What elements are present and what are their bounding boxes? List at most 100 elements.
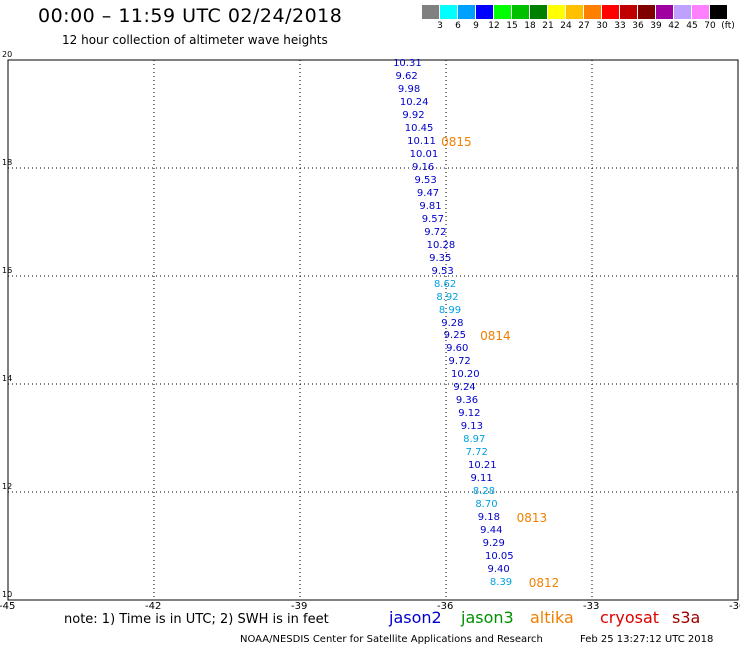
footer-timestamp: Feb 25 13:27:12 UTC 2018 — [580, 634, 714, 645]
color-scale-label: (ft) — [721, 21, 735, 31]
y-tick-label: 18 — [2, 158, 13, 167]
wave-height-label: 10.01 — [409, 149, 439, 161]
x-tick-label: -36 — [437, 601, 454, 612]
color-swatch — [440, 5, 457, 19]
legend-item-cryosat: cryosat — [600, 608, 660, 627]
color-scale-label: 6 — [455, 21, 461, 31]
wave-height-label: 9.81 — [419, 200, 442, 212]
chart-title: 00:00 – 11:59 UTC 02/24/2018 — [38, 5, 343, 27]
y-tick-label: 14 — [2, 374, 13, 383]
color-swatch — [692, 5, 709, 19]
wave-height-label: 9.29 — [482, 537, 505, 549]
wave-height-label: 9.11 — [470, 473, 493, 485]
wave-height-label: 9.72 — [424, 226, 447, 238]
wave-height-label: 8.39 — [489, 576, 513, 588]
x-tick-label: -39 — [291, 601, 308, 612]
color-swatch — [656, 5, 673, 19]
wave-height-label: 9.47 — [416, 187, 440, 199]
y-tick-label: 16 — [2, 266, 13, 275]
wave-height-label: 8.70 — [475, 498, 498, 510]
y-tick-label: 20 — [2, 50, 13, 59]
color-scale-label: 12 — [488, 21, 500, 31]
x-tick-label: -30 — [729, 601, 740, 612]
color-swatch — [584, 5, 601, 19]
wave-height-label: 8.97 — [463, 434, 486, 446]
wave-height-label: 7.72 — [465, 447, 488, 459]
wave-height-label: 9.40 — [487, 563, 510, 575]
color-swatch — [458, 5, 475, 19]
wave-height-label: 8.92 — [436, 291, 459, 303]
wave-height-label: 9.62 — [395, 70, 418, 82]
wave-height-label: 8.99 — [438, 304, 462, 316]
wave-height-label: 9.12 — [458, 408, 481, 420]
wave-height-label: 10.24 — [399, 96, 429, 108]
wave-height-label: 9.57 — [421, 213, 445, 225]
color-scale-label: 15 — [506, 21, 518, 31]
color-scale-label: 21 — [542, 21, 554, 31]
color-swatch — [566, 5, 583, 19]
wave-height-label: 10.28 — [426, 239, 456, 251]
wave-height-label: 9.16 — [412, 162, 435, 173]
wave-height-label: 10.20 — [450, 369, 480, 381]
color-scale-label: 33 — [614, 21, 626, 31]
color-scale-label: 30 — [596, 21, 608, 31]
wave-height-label: 9.13 — [460, 421, 483, 433]
footer-credit: NOAA/NESDIS Center for Satellite Applica… — [240, 634, 543, 645]
wave-height-label: 9.24 — [453, 382, 476, 394]
legend-item-altika: altika — [530, 608, 574, 627]
color-scale-label: 70 — [704, 21, 716, 31]
x-tick-label: -33 — [583, 601, 600, 612]
time-label: 0815 — [441, 135, 472, 150]
wave-height-label: 9.53 — [431, 265, 454, 277]
x-tick-label: -45 — [0, 601, 16, 612]
chart-subtitle: 12 hour collection of altimeter wave hei… — [62, 33, 328, 47]
color-swatch — [710, 5, 727, 19]
wave-height-label: 9.53 — [414, 174, 437, 186]
x-tick-label: -42 — [145, 601, 162, 612]
color-swatch — [548, 5, 565, 19]
color-swatch — [530, 5, 547, 19]
color-swatch — [422, 5, 439, 19]
wave-height-label: 9.36 — [455, 395, 479, 407]
color-swatch — [476, 5, 493, 19]
wave-height-label: 10.05 — [485, 550, 514, 562]
wave-height-label: 8.28 — [472, 486, 496, 497]
wave-height-label: 10.11 — [407, 136, 436, 148]
wave-height-label: 9.98 — [397, 83, 421, 95]
legend-item-jason3: jason3 — [461, 608, 514, 627]
time-label: 0812 — [528, 575, 560, 590]
legend-item-jason2: jason2 — [389, 608, 442, 627]
color-swatch — [638, 5, 655, 19]
color-scale-label: 36 — [632, 21, 644, 31]
time-label: 0814 — [480, 329, 511, 344]
color-scale-label: 9 — [473, 21, 479, 31]
color-scale-label: 27 — [578, 21, 590, 31]
color-swatch — [674, 5, 691, 19]
color-scale-label: 42 — [668, 21, 680, 31]
wave-height-label: 9.92 — [402, 109, 425, 121]
color-swatch — [620, 5, 637, 19]
legend-item-s3a: s3a — [672, 608, 701, 627]
color-scale-label: 24 — [560, 21, 572, 31]
wave-height-label: 9.44 — [480, 524, 503, 536]
y-tick-label: 12 — [2, 482, 13, 491]
wave-height-label: 10.45 — [404, 122, 434, 134]
wave-height-label: 10.21 — [468, 460, 497, 472]
color-scale-label: 39 — [650, 21, 662, 31]
color-swatch — [602, 5, 619, 19]
wave-height-label: 9.60 — [446, 343, 469, 355]
color-scale-label: 18 — [524, 21, 536, 31]
wave-height-label: 9.28 — [441, 317, 464, 329]
footer-note: note: 1) Time is in UTC; 2) SWH is in fe… — [64, 612, 329, 627]
y-tick-label: 10 — [2, 590, 13, 599]
time-label: 0813 — [516, 510, 548, 525]
color-scale-label: 3 — [437, 21, 443, 31]
plot-frame — [7, 59, 739, 601]
wave-height-label: 9.18 — [477, 511, 500, 523]
wave-height-label: 9.25 — [443, 330, 466, 342]
wave-height-label: 10.31 — [393, 57, 422, 69]
color-swatch — [512, 5, 529, 19]
wave-height-label: 9.72 — [448, 356, 471, 368]
color-scale-label: 45 — [686, 21, 698, 31]
